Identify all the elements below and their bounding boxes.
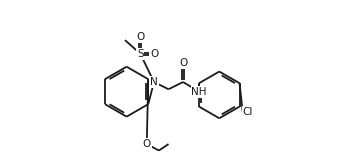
Text: N: N — [150, 77, 158, 87]
Text: Cl: Cl — [243, 107, 253, 117]
Text: O: O — [179, 58, 187, 68]
Text: O: O — [142, 139, 151, 149]
Text: O: O — [136, 32, 144, 42]
Text: S: S — [137, 49, 144, 59]
Text: O: O — [150, 49, 158, 59]
Text: NH: NH — [192, 87, 207, 97]
